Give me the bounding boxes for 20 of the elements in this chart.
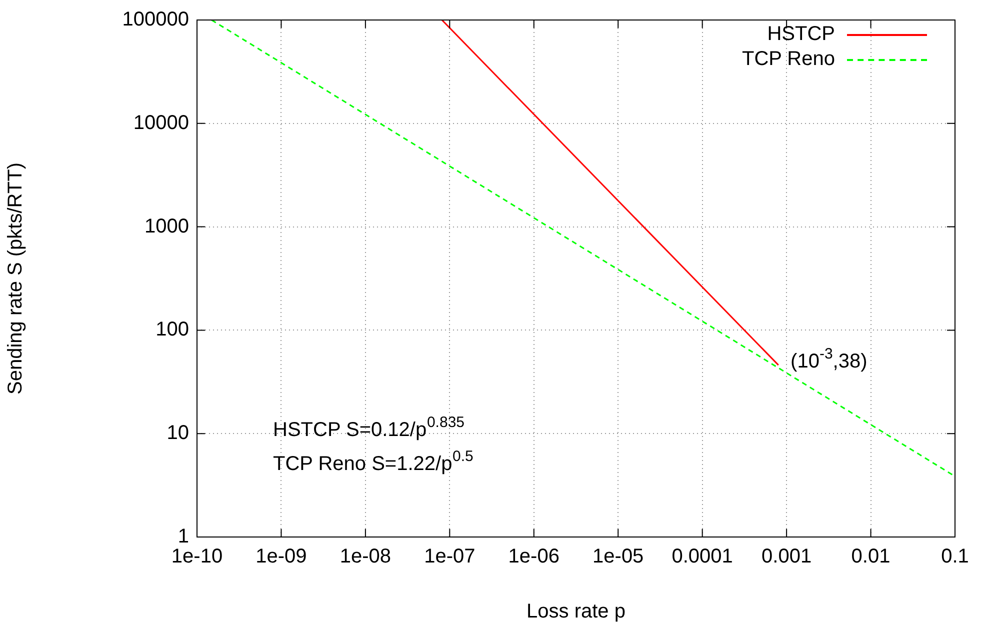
x-tick-label: 0.001 [762,546,812,568]
x-tick-label: 0.1 [941,546,969,568]
x-axis-title: Loss rate p [526,600,626,623]
x-tick-label: 1e-05 [592,546,644,568]
y-tick-label: 1000 [144,215,189,238]
x-tick-label: 1e-10 [171,546,223,568]
y-tick-label: 1 [178,526,189,548]
y-tick-label: 10000 [133,112,189,134]
x-tick-label: 1e-09 [256,546,307,568]
legend-label: HSTCP [767,22,835,47]
x-tick-label: 0.01 [851,546,890,568]
y-tick-label: 100000 [122,8,189,31]
x-tick-label: 0.0001 [672,546,733,568]
x-tick-label: 1e-06 [508,546,560,568]
y-axis-title: Sending rate S (pkts/RTT) [4,162,27,394]
y-tick-label: 10 [166,422,189,444]
legend-label: TCP Reno [742,47,835,72]
y-tick-label: 100 [156,318,189,341]
x-tick-label: 1e-07 [424,546,476,568]
x-tick-label: 1e-08 [340,546,392,568]
